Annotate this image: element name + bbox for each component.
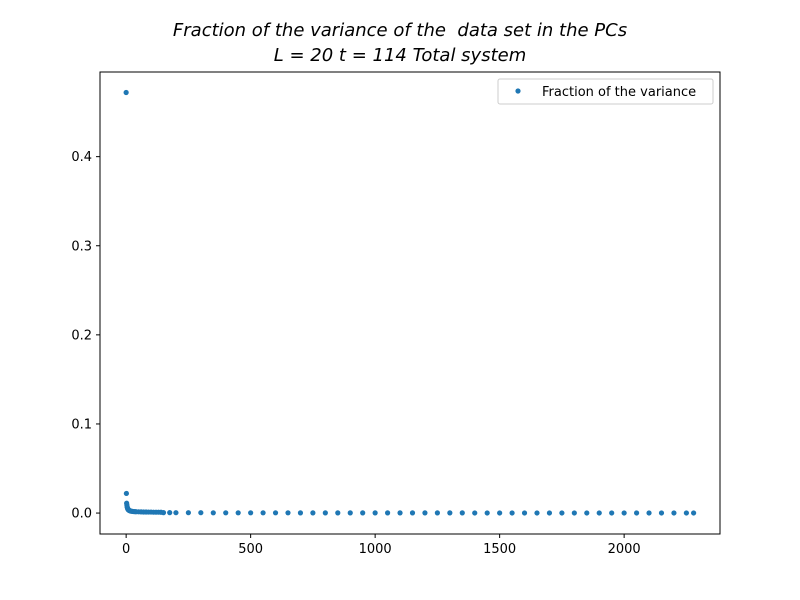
data-point xyxy=(459,510,465,516)
data-point xyxy=(571,510,577,516)
y-tick-label: 0.3 xyxy=(71,239,92,254)
data-point xyxy=(223,510,229,516)
data-point xyxy=(497,510,503,516)
legend-box xyxy=(497,78,714,105)
data-point xyxy=(335,510,341,516)
data-point xyxy=(596,510,602,516)
data-point xyxy=(173,510,179,516)
data-point xyxy=(621,510,627,516)
x-tick-label: 0 xyxy=(122,542,130,557)
x-tick-label: 500 xyxy=(238,542,263,557)
scatter-points xyxy=(123,89,697,516)
chart-title-line-1: Fraction of the variance of the data set… xyxy=(172,20,628,41)
y-tick-label: 0.0 xyxy=(71,507,92,522)
data-point xyxy=(434,510,440,516)
data-point xyxy=(198,510,204,516)
data-point xyxy=(272,510,279,516)
legend-marker xyxy=(515,88,521,94)
data-point xyxy=(584,510,590,516)
y-tick-label: 0.2 xyxy=(71,328,92,343)
data-point xyxy=(384,510,391,516)
data-point xyxy=(546,510,553,516)
data-point xyxy=(372,510,378,516)
data-point xyxy=(310,510,316,516)
data-point xyxy=(671,510,677,516)
data-point xyxy=(633,510,640,516)
data-point xyxy=(409,510,416,516)
data-point xyxy=(447,510,453,516)
data-point xyxy=(297,510,304,516)
data-point xyxy=(185,510,191,516)
y-axis: 0.0 0.1 0.2 0.3 0.4 xyxy=(71,150,100,522)
x-axis: 0 500 1000 1500 2000 xyxy=(122,534,641,557)
data-point xyxy=(360,510,366,516)
data-point xyxy=(658,510,665,516)
data-point xyxy=(248,510,254,516)
x-tick-label: 2000 xyxy=(608,542,641,557)
data-point xyxy=(397,510,403,516)
y-tick-label: 0.4 xyxy=(71,150,92,165)
chart-title-line-2: L = 20 t = 114 Total system xyxy=(273,45,527,66)
data-point xyxy=(521,510,528,516)
y-tick-label: 0.1 xyxy=(71,417,92,432)
data-point xyxy=(422,510,428,516)
data-point xyxy=(691,510,697,516)
data-point xyxy=(484,510,490,516)
data-point xyxy=(123,490,129,497)
data-point xyxy=(609,510,615,516)
data-point xyxy=(559,510,565,516)
data-point xyxy=(683,510,689,516)
data-point xyxy=(509,510,515,516)
data-point xyxy=(472,510,478,516)
legend: Fraction of the variance xyxy=(497,78,714,105)
data-point xyxy=(260,510,266,516)
data-point xyxy=(347,510,353,516)
x-tick-label: 1000 xyxy=(359,542,392,557)
data-point xyxy=(646,510,652,516)
data-point xyxy=(322,510,328,516)
legend-label: Fraction of the variance xyxy=(542,85,696,100)
data-point xyxy=(123,89,129,96)
data-point xyxy=(160,510,167,516)
data-point xyxy=(285,510,291,516)
plot-frame xyxy=(99,71,721,535)
data-point xyxy=(534,510,540,516)
data-point xyxy=(210,510,216,516)
data-point xyxy=(235,510,241,516)
x-tick-label: 1500 xyxy=(483,542,516,557)
data-point xyxy=(167,510,173,516)
